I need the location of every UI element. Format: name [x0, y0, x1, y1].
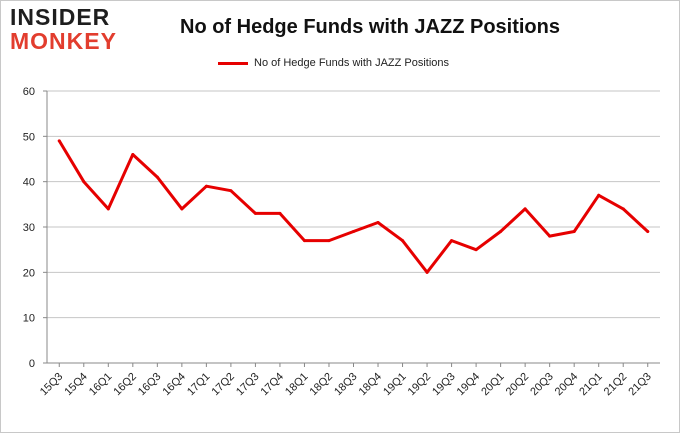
data-point	[352, 230, 355, 234]
data-point	[327, 239, 331, 243]
data-point	[253, 211, 257, 215]
x-tick-label: 16Q2	[111, 371, 139, 399]
x-tick-label: 16Q4	[160, 371, 188, 399]
y-axis-ticks: 0 10 20 30 40 50 60	[23, 86, 47, 370]
insider-monkey-logo: INSIDER MONKEY	[10, 6, 126, 53]
x-tick-label: 20Q3	[528, 371, 556, 399]
x-tick-label: 18Q4	[357, 371, 385, 399]
y-tick-label: 30	[23, 222, 35, 234]
x-tick-label: 18Q2	[308, 371, 336, 399]
x-tick-label: 20Q4	[553, 371, 581, 399]
x-tick-label: 21Q2	[602, 371, 630, 399]
data-point	[57, 139, 61, 143]
legend-swatch	[218, 61, 248, 65]
x-tick-label: 20Q2	[504, 371, 532, 399]
logo-line-1: INSIDER	[10, 4, 111, 30]
chart-title: No of Hedge Funds with JAZZ Positions	[180, 16, 560, 38]
x-tick-label: 17Q2	[209, 371, 237, 399]
data-point	[302, 239, 306, 243]
series-group	[57, 139, 650, 274]
data-point	[523, 207, 527, 211]
data-point	[646, 230, 650, 234]
legend-label: No of Hedge Funds with JAZZ Positions	[254, 57, 450, 69]
data-point	[106, 207, 110, 211]
x-tick-label: 16Q1	[87, 371, 115, 399]
y-tick-label: 0	[29, 358, 35, 370]
x-tick-label: 19Q1	[381, 371, 409, 399]
x-axis-ticks: 15Q315Q416Q116Q216Q316Q417Q117Q217Q317Q4…	[38, 363, 654, 398]
data-point	[597, 193, 601, 197]
data-point	[155, 175, 159, 179]
y-tick-label: 60	[23, 86, 35, 98]
x-tick-label: 18Q1	[283, 371, 311, 399]
x-tick-label: 21Q1	[577, 371, 605, 399]
data-point	[180, 207, 184, 211]
data-point	[474, 248, 478, 252]
data-point	[621, 207, 625, 211]
x-tick-label: 17Q3	[234, 371, 262, 399]
logo-line-2: MONKEY	[10, 28, 117, 54]
x-tick-label: 15Q3	[38, 371, 66, 399]
data-point	[82, 180, 86, 184]
data-point	[229, 189, 233, 193]
x-tick-label: 15Q4	[62, 371, 90, 399]
x-tick-label: 21Q3	[626, 371, 654, 399]
y-tick-label: 40	[23, 177, 35, 189]
x-tick-label: 17Q4	[259, 371, 287, 399]
data-point	[425, 270, 429, 274]
data-point	[499, 230, 503, 234]
data-point	[401, 239, 405, 243]
x-tick-label: 19Q3	[430, 371, 458, 399]
series-line	[57, 139, 650, 274]
x-tick-label: 19Q2	[406, 371, 434, 399]
x-tick-label: 18Q3	[332, 371, 360, 399]
x-tick-label: 17Q1	[185, 371, 213, 399]
gridlines	[47, 90, 660, 319]
x-tick-label: 19Q4	[455, 371, 483, 399]
y-tick-label: 50	[23, 131, 35, 143]
x-tick-label: 16Q3	[136, 371, 164, 399]
chart-legend: No of Hedge Funds with JAZZ Positions	[218, 55, 449, 71]
data-point	[376, 220, 380, 224]
data-point	[450, 239, 454, 243]
data-point	[204, 184, 208, 188]
data-point	[548, 234, 552, 238]
data-point	[278, 211, 282, 215]
y-tick-label: 20	[23, 267, 35, 279]
data-point	[572, 230, 576, 234]
y-tick-label: 10	[23, 313, 35, 325]
x-tick-label: 20Q1	[479, 371, 507, 399]
data-point	[131, 152, 135, 156]
